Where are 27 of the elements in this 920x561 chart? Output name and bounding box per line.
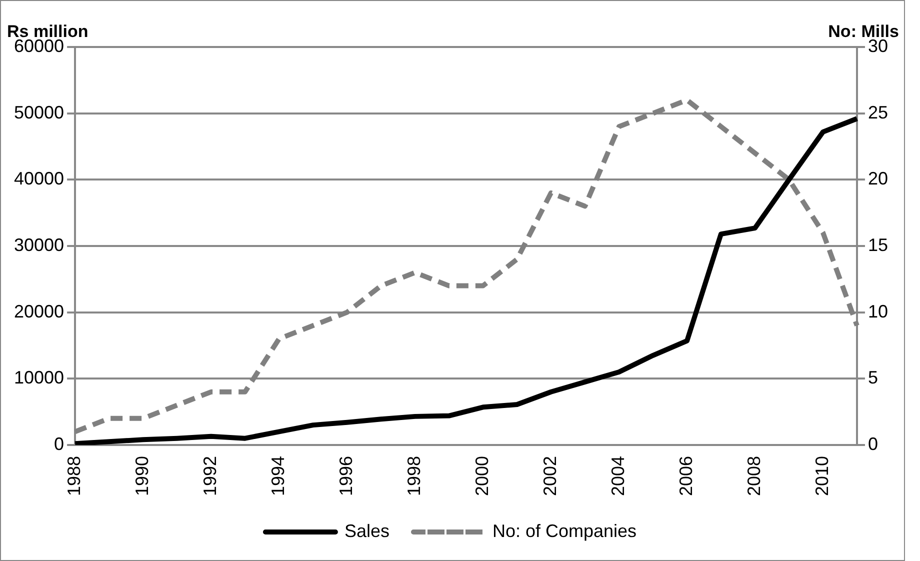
y2-tick-label: 25 bbox=[868, 102, 888, 122]
y-tick-label: 30000 bbox=[14, 234, 64, 255]
y2-tick-label: 30 bbox=[868, 36, 888, 56]
x-tick-label: 2006 bbox=[676, 456, 696, 496]
x-tick-label: 1990 bbox=[132, 456, 152, 496]
x-tick-label: 2008 bbox=[744, 456, 764, 496]
legend-label: Sales bbox=[344, 520, 390, 541]
x-tick-label: 2000 bbox=[472, 456, 492, 496]
y2-tick-label: 20 bbox=[868, 168, 888, 189]
y-tick-label: 10000 bbox=[14, 368, 64, 388]
legend-label: No: of Companies bbox=[492, 520, 637, 541]
y2-tick-label: 15 bbox=[868, 234, 888, 255]
x-tick-label: 1996 bbox=[336, 456, 356, 496]
x-tick-label: 1994 bbox=[268, 456, 288, 496]
x-tick-label: 1992 bbox=[200, 456, 220, 496]
x-tick-label: 2010 bbox=[812, 456, 832, 496]
x-tick-label: 1988 bbox=[64, 456, 84, 496]
x-tick-label: 2002 bbox=[540, 456, 560, 496]
x-tick-label: 2004 bbox=[608, 456, 628, 496]
y-tick-label: 50000 bbox=[14, 102, 64, 122]
y2-tick-label: 10 bbox=[868, 301, 888, 322]
y-tick-label: 0 bbox=[54, 434, 64, 454]
x-tick-label: 1998 bbox=[404, 456, 424, 496]
y-tick-label: 40000 bbox=[14, 168, 64, 189]
y2-tick-label: 5 bbox=[868, 368, 878, 388]
y-tick-label: 20000 bbox=[14, 301, 64, 322]
y2-tick-label: 0 bbox=[868, 434, 878, 454]
